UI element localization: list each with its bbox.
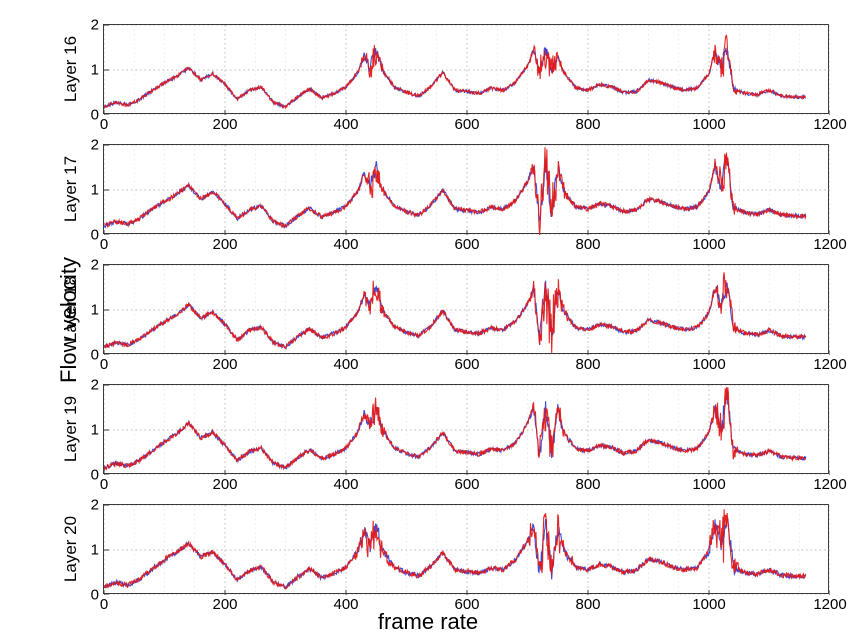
y-tick-label: 2 xyxy=(91,257,99,274)
y-tick-label: 2 xyxy=(91,497,99,514)
chart-canvas xyxy=(104,505,830,595)
subplot-layer18: Layer 18012020040060080010001200 xyxy=(103,264,829,354)
series-blue xyxy=(104,281,806,349)
x-tick-label: 800 xyxy=(575,356,600,373)
x-tick-label: 1200 xyxy=(813,116,846,133)
y-tick-label: 1 xyxy=(91,62,99,79)
y-tick-label: 2 xyxy=(91,377,99,394)
subplot-ylabel: Layer 19 xyxy=(61,396,81,462)
x-tick-label: 400 xyxy=(333,476,358,493)
chart-canvas xyxy=(104,265,830,355)
y-tick-label: 0 xyxy=(91,227,99,244)
subplot-ylabel: Layer 18 xyxy=(61,276,81,342)
x-tick-label: 600 xyxy=(454,236,479,253)
x-tick-label: 400 xyxy=(333,596,358,613)
x-tick-label: 0 xyxy=(100,596,108,613)
x-tick-label: 800 xyxy=(575,236,600,253)
x-tick-label: 200 xyxy=(212,236,237,253)
y-tick-label: 1 xyxy=(91,302,99,319)
x-tick-label: 400 xyxy=(333,116,358,133)
x-tick-label: 200 xyxy=(212,596,237,613)
chart-canvas xyxy=(104,385,830,475)
y-tick-label: 0 xyxy=(91,467,99,484)
y-tick-label: 2 xyxy=(91,137,99,154)
subplot-ylabel: Layer 16 xyxy=(61,36,81,102)
subplot-ylabel: Layer 17 xyxy=(61,156,81,222)
x-tick-label: 0 xyxy=(100,116,108,133)
x-tick-label: 1200 xyxy=(813,356,846,373)
subplot-layer17: Layer 17012020040060080010001200 xyxy=(103,144,829,234)
x-tick-label: 1200 xyxy=(813,236,846,253)
x-tick-label: 1000 xyxy=(692,476,725,493)
y-tick-label: 1 xyxy=(91,542,99,559)
x-tick-label: 0 xyxy=(100,236,108,253)
series-red xyxy=(104,509,806,589)
chart-canvas xyxy=(104,145,830,235)
subplot-layer16: Layer 16012020040060080010001200 xyxy=(103,24,829,114)
subplot-layer20: Layer 20012020040060080010001200 xyxy=(103,504,829,594)
series-red xyxy=(104,272,806,353)
figure: Flow velocity frame rate Layer 160120200… xyxy=(0,0,856,639)
x-tick-label: 800 xyxy=(575,476,600,493)
x-tick-label: 1000 xyxy=(692,116,725,133)
chart-canvas xyxy=(104,25,830,115)
series-red xyxy=(104,147,806,235)
y-tick-label: 1 xyxy=(91,422,99,439)
y-tick-label: 0 xyxy=(91,347,99,364)
series-blue xyxy=(104,156,806,227)
x-tick-label: 0 xyxy=(100,356,108,373)
series-red xyxy=(104,35,806,108)
x-tick-label: 200 xyxy=(212,476,237,493)
series-blue xyxy=(104,391,806,469)
x-tick-label: 1000 xyxy=(692,356,725,373)
x-tick-label: 200 xyxy=(212,116,237,133)
subplot-ylabel: Layer 20 xyxy=(61,516,81,582)
x-tick-label: 1000 xyxy=(692,236,725,253)
x-tick-label: 400 xyxy=(333,236,358,253)
y-tick-label: 0 xyxy=(91,587,99,604)
x-tick-label: 1200 xyxy=(813,476,846,493)
x-tick-label: 0 xyxy=(100,476,108,493)
x-tick-label: 800 xyxy=(575,116,600,133)
x-tick-label: 400 xyxy=(333,356,358,373)
y-tick-label: 0 xyxy=(91,107,99,124)
x-tick-label: 600 xyxy=(454,356,479,373)
x-tick-label: 600 xyxy=(454,116,479,133)
x-tick-label: 600 xyxy=(454,476,479,493)
series-red xyxy=(104,387,806,469)
x-tick-label: 200 xyxy=(212,356,237,373)
y-tick-label: 1 xyxy=(91,182,99,199)
x-tick-label: 800 xyxy=(575,596,600,613)
x-tick-label: 1200 xyxy=(813,596,846,613)
y-tick-label: 2 xyxy=(91,17,99,34)
subplot-layer19: Layer 19012020040060080010001200 xyxy=(103,384,829,474)
x-tick-label: 1000 xyxy=(692,596,725,613)
x-tick-label: 600 xyxy=(454,596,479,613)
